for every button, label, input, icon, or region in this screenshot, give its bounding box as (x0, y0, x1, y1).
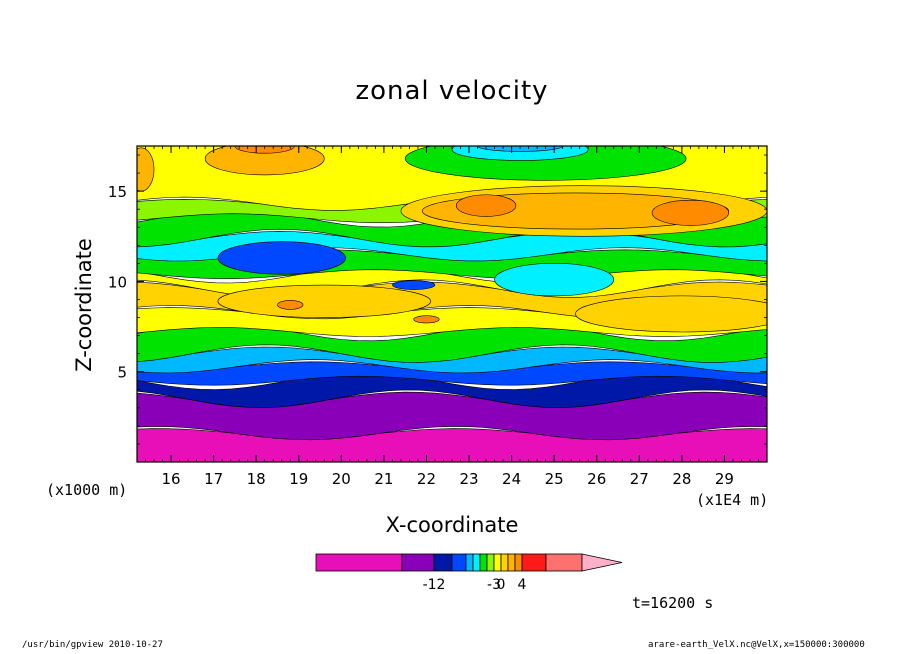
x-tick-label: 16 (162, 470, 181, 488)
contour-region (204, 146, 325, 176)
colorbar-segment (507, 553, 516, 572)
contour-band (137, 322, 767, 363)
contour-region (651, 199, 729, 226)
x-tick-label: 25 (545, 470, 564, 488)
colorbar-label: -12 (423, 577, 446, 593)
colorbar-segment (545, 553, 583, 572)
colorbar-label: 0 (497, 577, 506, 593)
x-tick-label: 17 (204, 470, 223, 488)
chart-title: zonal velocity (355, 76, 549, 106)
contour-region (277, 300, 304, 310)
colorbar-segment (479, 553, 488, 572)
colorbar-segment (433, 553, 453, 572)
x-tick-label: 23 (459, 470, 478, 488)
x-tick-label: 19 (289, 470, 308, 488)
x-tick-label: 29 (715, 470, 734, 488)
colorbar-arrow (581, 553, 623, 572)
x-tick-label: 24 (502, 470, 521, 488)
colorbar-segment (514, 553, 523, 572)
x-axis-unit-right: (x1E4 m) (696, 491, 769, 509)
contour-region (455, 194, 517, 217)
x-tick-label: 20 (332, 470, 351, 488)
x-tick-label: 21 (374, 470, 393, 488)
contour-region (217, 241, 346, 275)
colorbar-segment (472, 553, 481, 572)
y-axis-label: Z-coordinate (72, 238, 96, 372)
footer-source: arare-earth_VelX.nc@VelX,x=150000:300000 (648, 640, 865, 650)
footer-program: /usr/bin/gpview 2010-10-27 (22, 640, 163, 650)
contour-field (137, 146, 767, 462)
colorbar-segment (493, 553, 502, 572)
x-tick-label: 26 (587, 470, 606, 488)
colorbar-segment (500, 553, 509, 572)
contour-region (392, 280, 436, 290)
contour-region (575, 295, 767, 333)
contour-region (413, 315, 440, 324)
colorbar-segment (486, 553, 495, 572)
y-tick-label: 10 (108, 273, 127, 291)
x-tick-label: 27 (630, 470, 649, 488)
colorbar-segment (315, 553, 403, 572)
contour-band (137, 361, 767, 386)
y-tick-label: 5 (117, 364, 127, 382)
x-axis-unit-left: (x1000 m) (46, 481, 128, 499)
colorbar-label: 4 (518, 577, 527, 593)
time-label: t=16200 s (632, 594, 714, 612)
contour-region (137, 147, 155, 192)
contour-region (217, 284, 432, 318)
y-tick-label: 15 (108, 183, 127, 201)
contour-region (494, 263, 615, 297)
x-tick-label: 18 (247, 470, 266, 488)
colorbar-segment (521, 553, 547, 572)
colorbar-segment (465, 553, 474, 572)
colorbar-segment (451, 553, 467, 572)
colorbar-label: -3 (487, 577, 501, 593)
x-axis-label: X-coordinate (385, 513, 519, 537)
x-tick-label: 28 (672, 470, 691, 488)
x-tick-label: 22 (417, 470, 436, 488)
colorbar-segment (401, 553, 435, 572)
